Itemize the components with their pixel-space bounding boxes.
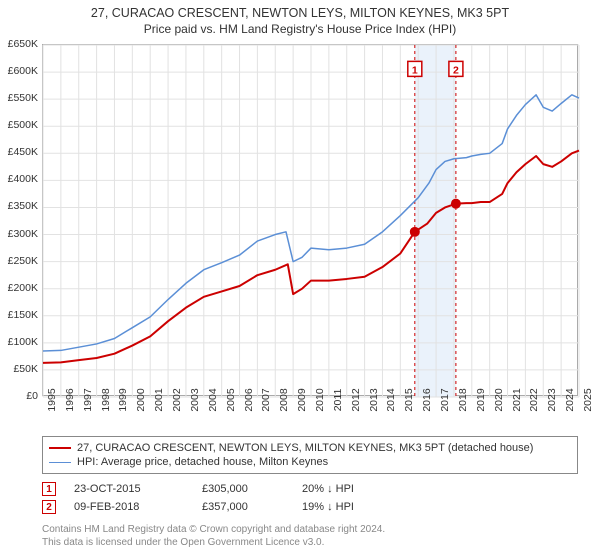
x-tick-label: 2001: [153, 388, 165, 411]
x-tick-label: 2005: [225, 388, 237, 411]
sale-price: £305,000: [202, 483, 302, 495]
x-tick-label: 1997: [82, 388, 94, 411]
y-tick-label: £50K: [0, 363, 38, 375]
x-tick-label: 2011: [332, 389, 344, 412]
y-tick-label: £500K: [0, 119, 38, 131]
x-tick-label: 2003: [189, 388, 201, 411]
y-tick-label: £150K: [0, 309, 38, 321]
x-tick-label: 2016: [421, 388, 433, 411]
legend-swatch: [49, 462, 71, 463]
license-line: Contains HM Land Registry data © Crown c…: [42, 524, 385, 537]
svg-text:2: 2: [453, 64, 459, 76]
x-tick-label: 2015: [403, 388, 415, 411]
y-tick-label: £300K: [0, 228, 38, 240]
x-tick-label: 1999: [117, 388, 129, 411]
x-tick-label: 2000: [135, 388, 147, 411]
x-tick-label: 2017: [439, 388, 451, 411]
sale-date: 09-FEB-2018: [74, 501, 202, 513]
y-tick-label: £600K: [0, 65, 38, 77]
x-tick-label: 2013: [368, 388, 380, 411]
x-tick-label: 1995: [46, 388, 58, 411]
legend-label: HPI: Average price, detached house, Milt…: [77, 456, 328, 468]
chart-title-block: 27, CURACAO CRESCENT, NEWTON LEYS, MILTO…: [0, 0, 600, 36]
x-tick-label: 1998: [100, 388, 112, 411]
x-tick-label: 2012: [350, 388, 362, 411]
y-tick-label: £400K: [0, 173, 38, 185]
table-row: 1 23-OCT-2015 £305,000 20% ↓ HPI: [42, 480, 422, 498]
legend-item: HPI: Average price, detached house, Milt…: [49, 455, 571, 469]
legend: 27, CURACAO CRESCENT, NEWTON LEYS, MILTO…: [42, 436, 578, 474]
y-tick-label: £250K: [0, 255, 38, 267]
x-tick-label: 2021: [511, 388, 523, 411]
legend-item: 27, CURACAO CRESCENT, NEWTON LEYS, MILTO…: [49, 441, 571, 455]
x-tick-label: 1996: [64, 388, 76, 411]
chart-svg: 12: [43, 45, 579, 397]
y-tick-label: £650K: [0, 38, 38, 50]
y-tick-label: £350K: [0, 200, 38, 212]
sale-diff: 19% ↓ HPI: [302, 501, 422, 513]
sale-badge: 2: [42, 500, 56, 514]
sale-date: 23-OCT-2015: [74, 483, 202, 495]
x-tick-label: 2018: [457, 388, 469, 411]
x-tick-label: 2020: [493, 388, 505, 411]
svg-text:1: 1: [412, 64, 418, 76]
x-tick-label: 2010: [314, 388, 326, 411]
chart-title-line1: 27, CURACAO CRESCENT, NEWTON LEYS, MILTO…: [0, 6, 600, 20]
license-line: This data is licensed under the Open Gov…: [42, 537, 385, 550]
sale-diff: 20% ↓ HPI: [302, 483, 422, 495]
y-tick-label: £0: [0, 390, 38, 402]
chart-title-line2: Price paid vs. HM Land Registry's House …: [0, 22, 600, 36]
sale-price: £357,000: [202, 501, 302, 513]
x-tick-label: 2008: [278, 388, 290, 411]
table-row: 2 09-FEB-2018 £357,000 19% ↓ HPI: [42, 498, 422, 516]
chart-area: 12 £0£50K£100K£150K£200K£250K£300K£350K£…: [42, 44, 578, 396]
y-tick-label: £550K: [0, 92, 38, 104]
plot-area: 12: [42, 44, 578, 396]
legend-swatch: [49, 447, 71, 449]
license-text: Contains HM Land Registry data © Crown c…: [42, 524, 385, 549]
y-tick-label: £100K: [0, 336, 38, 348]
x-tick-label: 2023: [546, 388, 558, 411]
sales-table: 1 23-OCT-2015 £305,000 20% ↓ HPI 2 09-FE…: [42, 480, 422, 516]
x-tick-label: 2007: [260, 388, 272, 411]
y-tick-label: £200K: [0, 282, 38, 294]
y-tick-label: £450K: [0, 146, 38, 158]
x-tick-label: 2014: [385, 388, 397, 411]
x-tick-label: 2009: [296, 388, 308, 411]
x-tick-label: 2025: [582, 388, 594, 411]
x-tick-label: 2024: [564, 388, 576, 411]
sale-badge: 1: [42, 482, 56, 496]
x-tick-label: 2019: [475, 388, 487, 411]
legend-label: 27, CURACAO CRESCENT, NEWTON LEYS, MILTO…: [77, 442, 533, 454]
x-tick-label: 2022: [528, 388, 540, 411]
x-tick-label: 2002: [171, 388, 183, 411]
x-tick-label: 2006: [243, 388, 255, 411]
x-tick-label: 2004: [207, 388, 219, 411]
